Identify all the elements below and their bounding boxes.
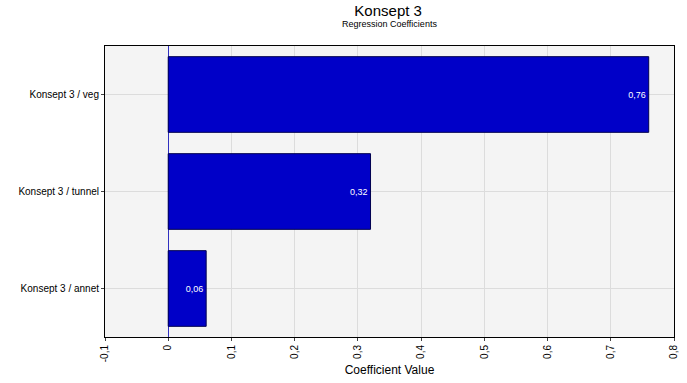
- svg-text:Regression Coefficients: Regression Coefficients: [342, 19, 437, 29]
- svg-text:0,7: 0,7: [605, 345, 616, 359]
- svg-text:0,2: 0,2: [289, 345, 300, 359]
- svg-text:0,4: 0,4: [415, 345, 426, 359]
- svg-text:0,8: 0,8: [668, 345, 679, 359]
- svg-text:Konsept 3 / veg: Konsept 3 / veg: [30, 89, 100, 100]
- svg-text:0,1: 0,1: [226, 345, 237, 359]
- svg-text:Konsept 3: Konsept 3: [354, 2, 422, 19]
- svg-text:Konsept 3 / annet: Konsept 3 / annet: [21, 283, 100, 294]
- svg-text:0,76: 0,76: [628, 90, 646, 100]
- svg-text:0,6: 0,6: [542, 345, 553, 359]
- svg-text:0,3: 0,3: [352, 345, 363, 359]
- svg-text:0,32: 0,32: [350, 187, 368, 197]
- svg-text:0,06: 0,06: [186, 284, 204, 294]
- svg-text:Konsept 3 / tunnel: Konsept 3 / tunnel: [18, 186, 99, 197]
- svg-text:-0,1: -0,1: [99, 345, 110, 363]
- svg-text:Coefficient Value: Coefficient Value: [345, 363, 435, 377]
- svg-text:0: 0: [162, 345, 173, 351]
- svg-text:0,5: 0,5: [479, 345, 490, 359]
